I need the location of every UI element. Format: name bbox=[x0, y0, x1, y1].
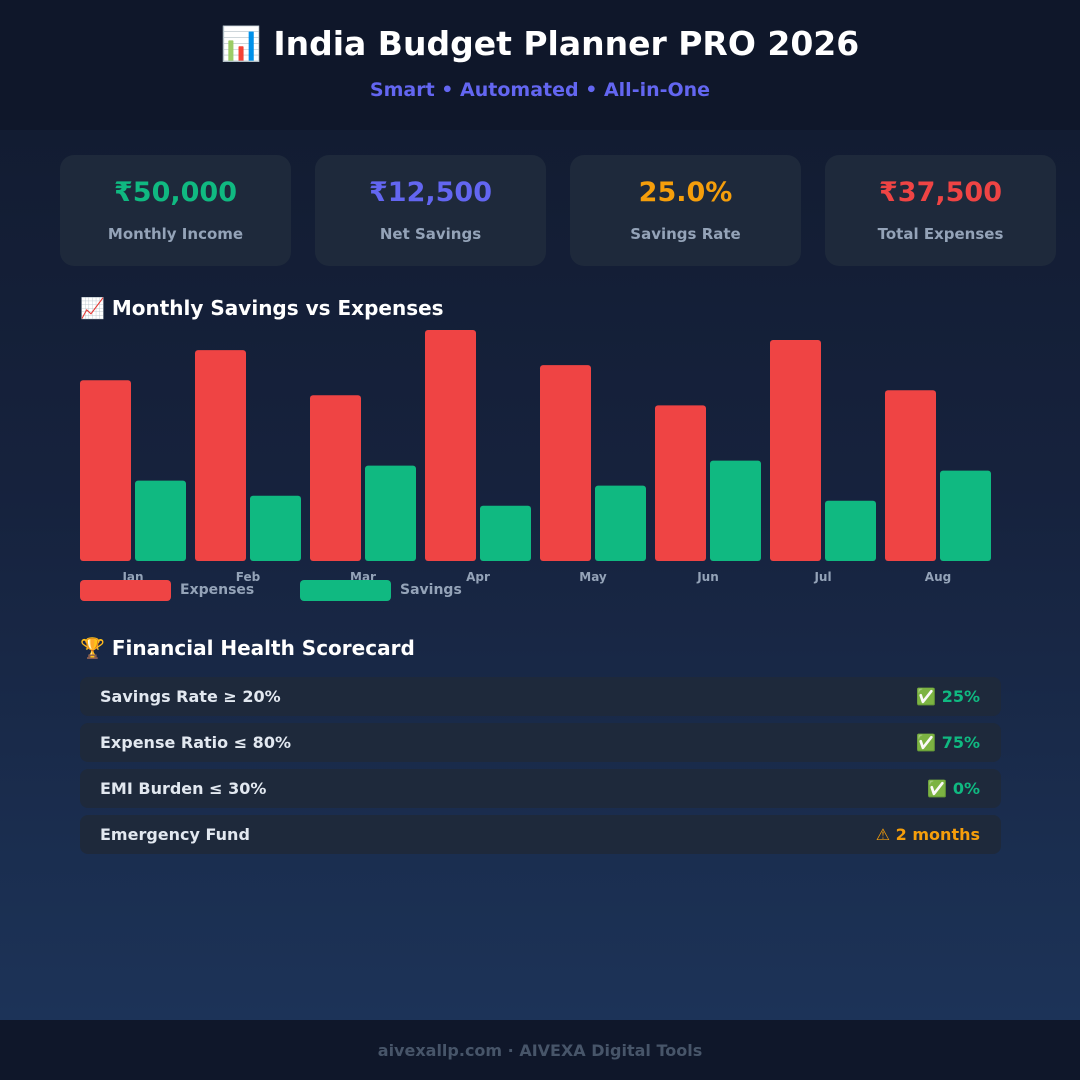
bar-expenses-jan bbox=[80, 380, 131, 561]
scorecard-row-emi-burden: EMI Burden ≤ 30% ✅ 0% bbox=[80, 769, 1001, 808]
stat-card-net-savings: ₹12,500 Net Savings bbox=[315, 155, 546, 266]
scorecard-value: ✅ 25% bbox=[916, 687, 980, 706]
header: 📊 India Budget Planner PRO 2026 Smart • … bbox=[0, 0, 1080, 130]
legend-swatch-savings bbox=[300, 580, 391, 601]
page-subtitle: Smart • Automated • All-in-One bbox=[369, 79, 711, 101]
scorecard-value: ⚠ 2 months bbox=[875, 825, 980, 844]
scorecard-row-emergency-fund: Emergency Fund ⚠ 2 months bbox=[80, 815, 1001, 854]
footer-text: aivexallp.com · AIVEXA Digital Tools bbox=[377, 1041, 703, 1060]
scorecard-value: ✅ 0% bbox=[927, 779, 980, 798]
bar-savings-may bbox=[595, 485, 646, 561]
scorecard-label: Expense Ratio ≤ 80% bbox=[100, 733, 291, 752]
page-title: 📊 India Budget Planner PRO 2026 bbox=[220, 24, 860, 63]
bar-expenses-aug bbox=[885, 390, 936, 561]
bar-expenses-may bbox=[540, 365, 591, 561]
scorecard-label: EMI Burden ≤ 30% bbox=[100, 779, 267, 798]
x-tick-label: Jul bbox=[813, 570, 831, 584]
x-tick-label: Jun bbox=[696, 570, 719, 584]
bar-savings-mar bbox=[365, 465, 416, 561]
scorecard-row-savings-rate: Savings Rate ≥ 20% ✅ 25% bbox=[80, 677, 1001, 716]
stat-card-savings-rate: 25.0% Savings Rate bbox=[570, 155, 801, 266]
scorecard-section-title: 🏆 Financial Health Scorecard bbox=[80, 636, 415, 660]
stat-value: ₹50,000 bbox=[114, 177, 237, 208]
x-tick-label: Aug bbox=[925, 570, 951, 584]
stat-value: ₹37,500 bbox=[879, 177, 1002, 208]
bar-expenses-apr bbox=[425, 330, 476, 561]
stat-label: Savings Rate bbox=[630, 225, 741, 243]
scorecard-label: Emergency Fund bbox=[100, 825, 250, 844]
chart-section-title: 📈 Monthly Savings vs Expenses bbox=[80, 296, 444, 320]
bar-expenses-jul bbox=[770, 340, 821, 561]
bar-expenses-mar bbox=[310, 395, 361, 561]
stat-label: Monthly Income bbox=[107, 225, 244, 243]
x-tick-label: Apr bbox=[466, 570, 490, 584]
scorecard-row-expense-ratio: Expense Ratio ≤ 80% ✅ 75% bbox=[80, 723, 1001, 762]
bar-savings-jun bbox=[710, 460, 761, 561]
bar-savings-feb bbox=[250, 495, 301, 561]
stat-value: 25.0% bbox=[638, 177, 733, 208]
bar-expenses-feb bbox=[195, 350, 246, 561]
scorecard-value: ✅ 75% bbox=[916, 733, 980, 752]
bar-savings-jan bbox=[135, 480, 186, 561]
stat-label: Net Savings bbox=[379, 225, 482, 243]
stat-card-monthly-income: ₹50,000 Monthly Income bbox=[60, 155, 291, 266]
bar-expenses-jun bbox=[655, 405, 706, 561]
bar-savings-aug bbox=[940, 470, 991, 561]
scorecard-label: Savings Rate ≥ 20% bbox=[100, 687, 281, 706]
stat-label: Total Expenses bbox=[877, 225, 1004, 243]
legend-swatch-expenses bbox=[80, 580, 171, 601]
legend-label-expenses: Expenses bbox=[180, 582, 255, 598]
savings-expenses-bar-chart: Jan Feb Mar Apr May Jun Jul Aug bbox=[80, 330, 991, 584]
stat-card-total-expenses: ₹37,500 Total Expenses bbox=[825, 155, 1056, 266]
bar-savings-apr bbox=[480, 505, 531, 561]
x-tick-label: May bbox=[579, 570, 607, 584]
stat-value: ₹12,500 bbox=[369, 177, 492, 208]
legend-label-savings: Savings bbox=[400, 582, 462, 598]
footer: aivexallp.com · AIVEXA Digital Tools bbox=[0, 1020, 1080, 1080]
x-tick-label: Feb bbox=[236, 570, 261, 584]
bar-savings-jul bbox=[825, 500, 876, 561]
